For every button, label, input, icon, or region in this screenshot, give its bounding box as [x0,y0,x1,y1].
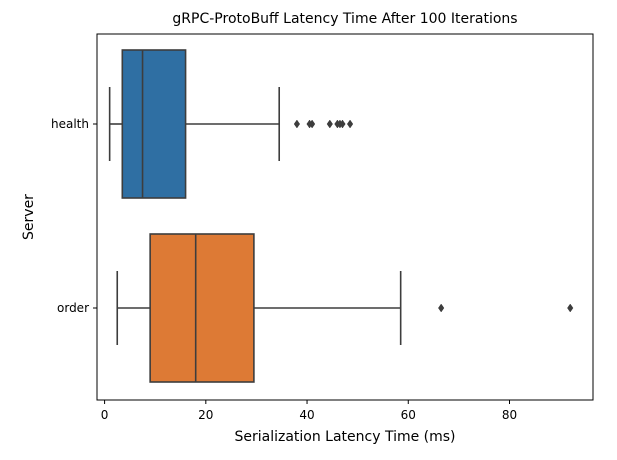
outlier-point-health [346,119,354,129]
y-axis-label: Server [21,194,37,240]
x-tick-label: 60 [401,408,416,422]
outlier-point-order [567,303,574,313]
plot-area: 0 20 40 60 80 health order [51,33,594,422]
outlier-point-health [326,119,333,129]
box-order [149,233,255,383]
box-health [121,49,187,199]
chart-title: gRPC-ProtoBuff Latency Time After 100 It… [172,11,517,27]
plot-frame [96,33,594,401]
outlier-point-health [293,119,301,129]
x-axis-label: Serialization Latency Time (ms) [234,429,455,445]
y-tick-label-order: order [57,301,89,315]
outlier-point-order [438,303,445,313]
x-tick-label: 20 [198,408,213,422]
x-tick-label: 0 [101,408,109,422]
x-tick-label: 40 [299,408,314,422]
x-tick-label: 80 [502,408,517,422]
outlier-point-health [308,119,316,129]
y-tick-label-health: health [51,117,89,131]
outlier-point-health [339,119,346,129]
